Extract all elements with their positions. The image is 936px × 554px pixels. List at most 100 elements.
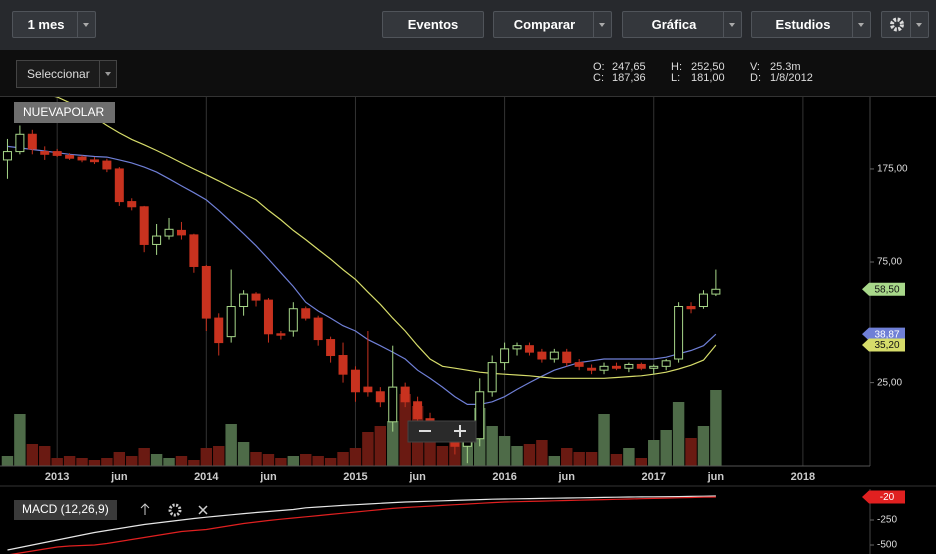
axes: 175,00 75,00 25,00 2013 jun 2014 jun 2015 jun 201… (0, 97, 936, 554)
volume-bar (1, 456, 14, 466)
dropdown[interactable] (99, 61, 116, 87)
compare-button[interactable]: Comparar (493, 11, 612, 38)
dropdown[interactable] (852, 12, 870, 37)
volume-bar (312, 456, 324, 466)
events-button[interactable]: Eventos (382, 11, 484, 38)
volume-bar (623, 448, 635, 466)
x-tick-label: jun (110, 471, 128, 483)
candle-body (239, 293, 249, 308)
studies-button[interactable]: Estudios (751, 11, 871, 38)
candle-body (388, 386, 398, 423)
volume-bar (262, 454, 275, 466)
quote-label: O: (593, 61, 605, 73)
value-tag (862, 327, 905, 341)
volume-bar (523, 444, 536, 466)
candle-body (15, 133, 25, 153)
dropdown[interactable] (723, 12, 741, 37)
candle-body (263, 299, 273, 335)
candle-body (139, 206, 149, 245)
volume-bar (548, 456, 561, 466)
candle-body (413, 401, 423, 420)
candle-body (524, 345, 534, 353)
volume-bar (660, 430, 672, 466)
volume-bar (14, 414, 26, 466)
candle-body (475, 391, 485, 440)
candle-body (611, 365, 621, 369)
candle-body (338, 355, 348, 375)
candle-body (89, 159, 99, 163)
candle-body (102, 160, 112, 170)
volume-bar (374, 426, 387, 466)
settings-icon[interactable] (168, 503, 182, 517)
volume-bar (250, 452, 262, 466)
volume-bar (51, 458, 63, 466)
volume-bar (697, 426, 710, 466)
x-tick-label: jun (259, 471, 277, 483)
symbol-box (14, 102, 115, 123)
value-tag-label: -20 (880, 492, 895, 503)
volume-bar (237, 442, 250, 466)
button-label: Comparar (513, 17, 576, 32)
period-label: 1 mes (27, 17, 65, 32)
y-tick-label: 175,00 (877, 164, 908, 175)
line (9, 496, 716, 554)
volume-bar (337, 452, 349, 466)
volume-bar (486, 426, 498, 466)
candle-body (152, 235, 162, 245)
candle-body (164, 228, 174, 237)
period-button[interactable]: 1 mes (12, 11, 96, 38)
quote-value: 247,65 (612, 61, 646, 73)
quote-value: 187,36 (612, 72, 646, 84)
line (7, 145, 717, 405)
secondary-toolbar: Seleccionar O: 247,65 H: 252,50 V: 25.3m… (0, 50, 936, 97)
close-icon[interactable] (198, 505, 208, 515)
volume-bar (113, 452, 126, 466)
volume-bar (63, 456, 76, 466)
x-tick-label: jun (707, 471, 725, 483)
volume-bar (498, 436, 511, 466)
button-label: Estudios (775, 17, 831, 32)
macd-box[interactable] (14, 500, 117, 520)
volume-bar (324, 458, 337, 466)
candle-body (40, 151, 50, 155)
select-dropdown[interactable]: Seleccionar (16, 60, 117, 88)
value-tag-label: 38,87 (874, 329, 899, 340)
candle-body (587, 367, 597, 371)
quote-value: 25.3m (770, 61, 801, 73)
quote-label: L: (671, 72, 681, 84)
volume-bar (26, 444, 39, 466)
settings-button[interactable] (881, 11, 929, 38)
dropdown[interactable] (910, 12, 928, 37)
move-up-icon[interactable] (140, 503, 150, 515)
quote-label: C: (593, 72, 604, 84)
candle-body (500, 348, 510, 364)
button-label: Eventos (407, 17, 459, 32)
candle-body (375, 391, 385, 403)
dropdown[interactable] (593, 12, 611, 37)
candle-body (77, 156, 87, 161)
x-tick-label: 2013 (45, 471, 69, 483)
dropdown[interactable] (77, 12, 95, 37)
candle-body (226, 306, 236, 338)
chart-button[interactable]: Gráfica (622, 11, 742, 38)
volume-bar (163, 458, 175, 466)
overlay: NUEVAPOLAR MACD (12,26,9) 58,50 38,8735,2… (14, 102, 905, 520)
y-tick-label: -250 (877, 515, 897, 526)
x-tick-label: 2014 (194, 471, 219, 483)
price-pane (1, 97, 804, 466)
volume-bar (287, 456, 300, 466)
candle-body (562, 351, 572, 364)
candle-body (487, 362, 497, 393)
volume-bar (648, 440, 660, 466)
volume-bar (225, 424, 237, 466)
line (54, 97, 717, 379)
candle-body (599, 365, 609, 371)
volume-bar (362, 432, 374, 466)
value-tag (862, 282, 905, 296)
quote-value: 252,50 (691, 61, 725, 73)
x-tick-label: 2015 (343, 471, 367, 483)
volume-bar (387, 421, 399, 466)
volume-bar (300, 454, 312, 466)
volume-bar (635, 458, 648, 466)
volume-bar (126, 456, 138, 466)
